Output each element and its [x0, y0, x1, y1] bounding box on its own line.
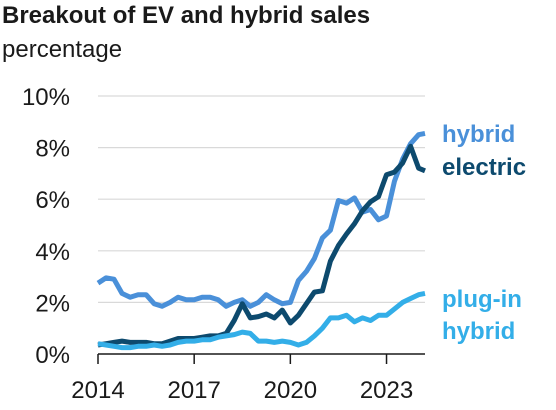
- series-label-hybrid: hybrid: [442, 121, 515, 148]
- y-tick-label: 2%: [35, 290, 70, 317]
- x-tick-label: 2017: [167, 377, 220, 404]
- y-tick-label: 0%: [35, 342, 70, 369]
- chart-subtitle: percentage: [2, 36, 123, 63]
- y-tick-label: 10%: [22, 84, 70, 111]
- series-labels: hybrid electric plug-in hybrid: [442, 121, 526, 345]
- x-tick-label: 2023: [360, 377, 413, 404]
- series-line-hybrid: [96, 130, 426, 309]
- x-tick-label: 2020: [264, 377, 317, 404]
- y-tick-label: 8%: [35, 136, 70, 163]
- series-label-plug-in-hybrid: plug-in: [442, 286, 522, 313]
- x-tick-label: 2014: [71, 377, 124, 404]
- series-label-electric: electric: [442, 154, 526, 181]
- series-lines: [96, 130, 426, 351]
- chart-title: Breakout of EV and hybrid sales: [2, 2, 371, 29]
- series-line-plug-in-hybrid: [97, 290, 426, 351]
- axes: 0% 2% 4% 6% 8% 10% 2014 2017 2020 2023: [22, 84, 425, 404]
- y-tick-label: 6%: [35, 187, 70, 214]
- y-tick-label: 4%: [35, 239, 70, 266]
- series-label-plug-in-hybrid: hybrid: [442, 318, 515, 345]
